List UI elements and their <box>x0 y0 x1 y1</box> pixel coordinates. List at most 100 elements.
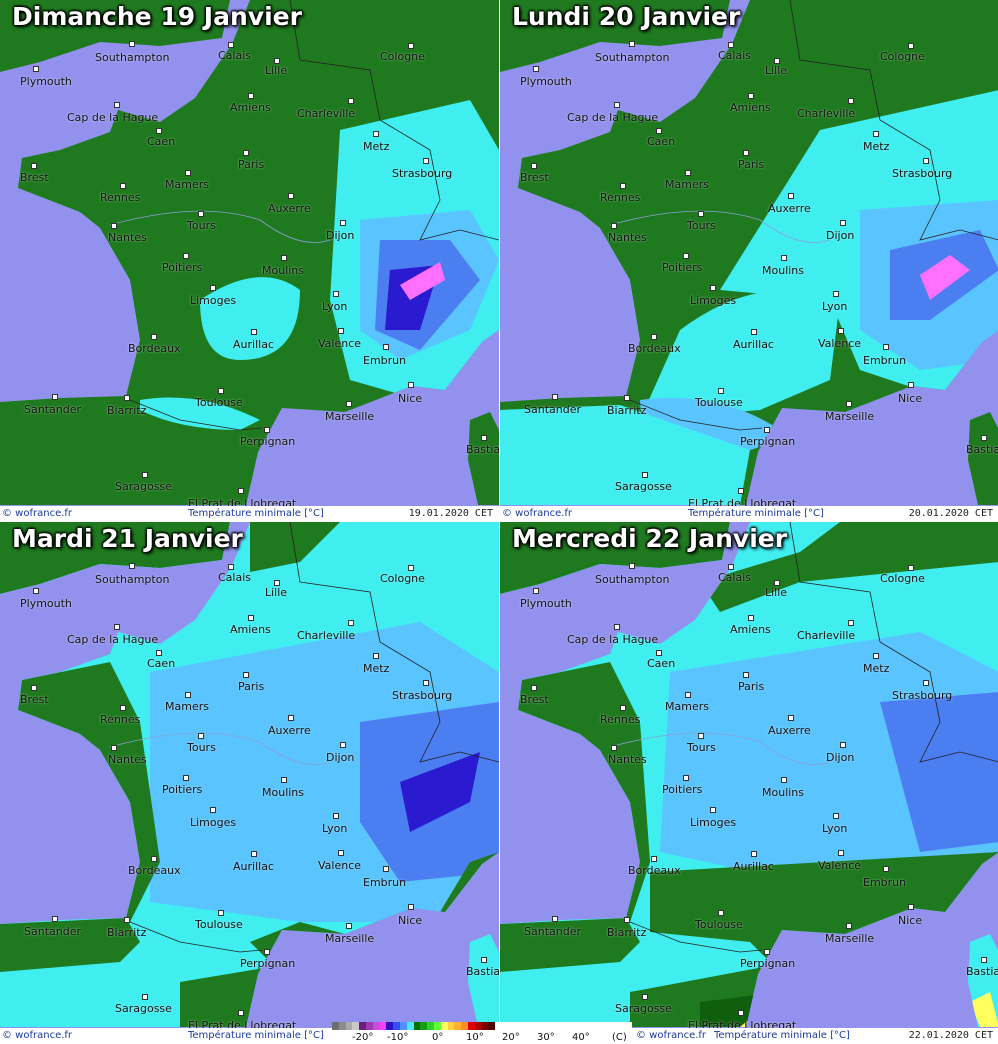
map-canvas <box>0 522 499 1028</box>
city-marker <box>788 193 794 199</box>
legend-label: 40° <box>572 1032 590 1043</box>
city-marker <box>923 680 929 686</box>
city-label: Poitiers <box>162 261 203 274</box>
city-label: Saragosse <box>615 480 672 493</box>
city-label: Amiens <box>730 623 771 636</box>
river <box>609 210 831 243</box>
city-label: Marseille <box>825 410 875 423</box>
legend-swatch <box>393 1022 400 1030</box>
city-label: Brest <box>520 693 549 706</box>
city-marker <box>340 220 346 226</box>
city-label: Lille <box>265 64 288 77</box>
city-label: Cap de la Hague <box>67 633 159 646</box>
city-label: Tours <box>187 741 216 754</box>
city-marker <box>408 565 414 571</box>
city-marker <box>142 472 148 478</box>
city-label: Brest <box>520 171 549 184</box>
city-marker <box>624 395 630 401</box>
city-label: Santander <box>24 403 81 416</box>
copyright-link[interactable]: © wofrance.fr <box>636 1030 707 1041</box>
city-label: Limoges <box>690 816 737 829</box>
copyright-link[interactable]: © wofrance.fr <box>2 508 73 519</box>
city-marker <box>743 150 749 156</box>
legend-swatch <box>440 1022 448 1030</box>
map-panel: Southampton Calais Lille Cologne Plymouth Ami… <box>500 0 998 506</box>
city-label: Valence <box>818 337 862 350</box>
city-marker <box>923 158 929 164</box>
city-label: Cap de la Hague <box>567 111 659 124</box>
city-marker <box>281 777 287 783</box>
city-marker <box>788 715 794 721</box>
city-label: Bastia <box>466 443 499 456</box>
city-label: El Prat de Llobregat <box>688 1019 797 1028</box>
city-label: Tours <box>687 741 716 754</box>
city-label: Calais <box>218 571 252 584</box>
city-marker <box>718 388 724 394</box>
city-label: Calais <box>718 571 752 584</box>
city-label: Toulouse <box>195 918 243 931</box>
city-marker <box>533 588 539 594</box>
copyright-link[interactable]: © wofrance.fr <box>2 1030 73 1041</box>
city-label: Brest <box>20 693 49 706</box>
border-line <box>629 921 763 953</box>
city-label: Moulins <box>262 264 305 277</box>
panel-title: Lundi 20 Janvier <box>512 2 741 31</box>
variable-label: Température minimale [°C] <box>688 508 824 519</box>
legend-swatch <box>488 1022 496 1030</box>
city-marker <box>698 211 704 217</box>
city-label: Plymouth <box>20 597 72 610</box>
city-marker <box>873 131 879 137</box>
copyright-link[interactable]: © wofrance.fr <box>502 508 573 519</box>
city-marker <box>620 183 626 189</box>
city-marker <box>738 1010 744 1016</box>
temperature-zone <box>140 397 260 430</box>
city-marker <box>481 957 487 963</box>
city-marker <box>833 291 839 297</box>
city-label: Perpignan <box>740 957 796 970</box>
city-marker <box>651 334 657 340</box>
city-marker <box>423 158 429 164</box>
city-label: Moulins <box>262 786 305 799</box>
city-label: Lyon <box>322 822 348 835</box>
legend-label: 20° <box>502 1032 520 1043</box>
city-marker <box>218 388 224 394</box>
city-marker <box>629 41 635 47</box>
city-marker <box>151 856 157 862</box>
city-marker <box>238 1010 244 1016</box>
city-label: Auxerre <box>268 202 311 215</box>
city-label: Auxerre <box>768 202 811 215</box>
city-marker <box>198 211 204 217</box>
city-label: Lyon <box>322 300 348 313</box>
city-label: Auxerre <box>268 724 311 737</box>
city-label: Marseille <box>325 410 375 423</box>
city-marker <box>981 957 987 963</box>
city-marker <box>228 42 234 48</box>
city-label: Embrun <box>363 876 407 889</box>
legend-swatch <box>332 1022 339 1030</box>
city-label: Rennes <box>100 713 141 726</box>
variable-label: Température minimale [°C] <box>188 1030 324 1041</box>
city-marker <box>698 733 704 739</box>
city-label: Southampton <box>595 573 670 586</box>
city-label: Santander <box>524 925 581 938</box>
panel-title: Dimanche 19 Janvier <box>12 2 302 31</box>
border-line <box>129 921 263 953</box>
city-label: Cologne <box>880 50 925 63</box>
city-label: Strasbourg <box>892 167 953 180</box>
city-marker <box>346 923 352 929</box>
river <box>109 732 331 765</box>
city-label: Moulins <box>762 264 805 277</box>
city-marker <box>346 401 352 407</box>
city-marker <box>846 923 852 929</box>
legend-swatch <box>372 1022 380 1030</box>
city-label: Limoges <box>690 294 737 307</box>
city-marker <box>243 672 249 678</box>
city-marker <box>611 745 617 751</box>
city-label: Santander <box>524 403 581 416</box>
city-marker <box>218 910 224 916</box>
city-marker <box>838 850 844 856</box>
city-marker <box>848 620 854 626</box>
city-marker <box>774 58 780 64</box>
legend-label: 30° <box>537 1032 555 1043</box>
temperature-zone <box>430 0 499 80</box>
